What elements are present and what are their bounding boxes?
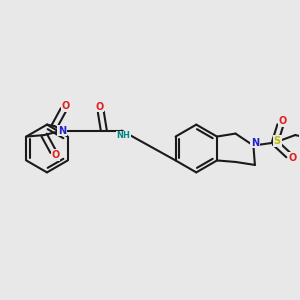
Text: N: N [251,137,259,148]
Text: S: S [274,136,281,146]
Text: N: N [58,126,66,136]
Text: O: O [289,153,297,163]
Text: O: O [62,101,70,111]
Text: NH: NH [116,131,130,140]
Text: O: O [51,150,60,160]
Text: O: O [95,102,103,112]
Text: O: O [278,116,287,126]
